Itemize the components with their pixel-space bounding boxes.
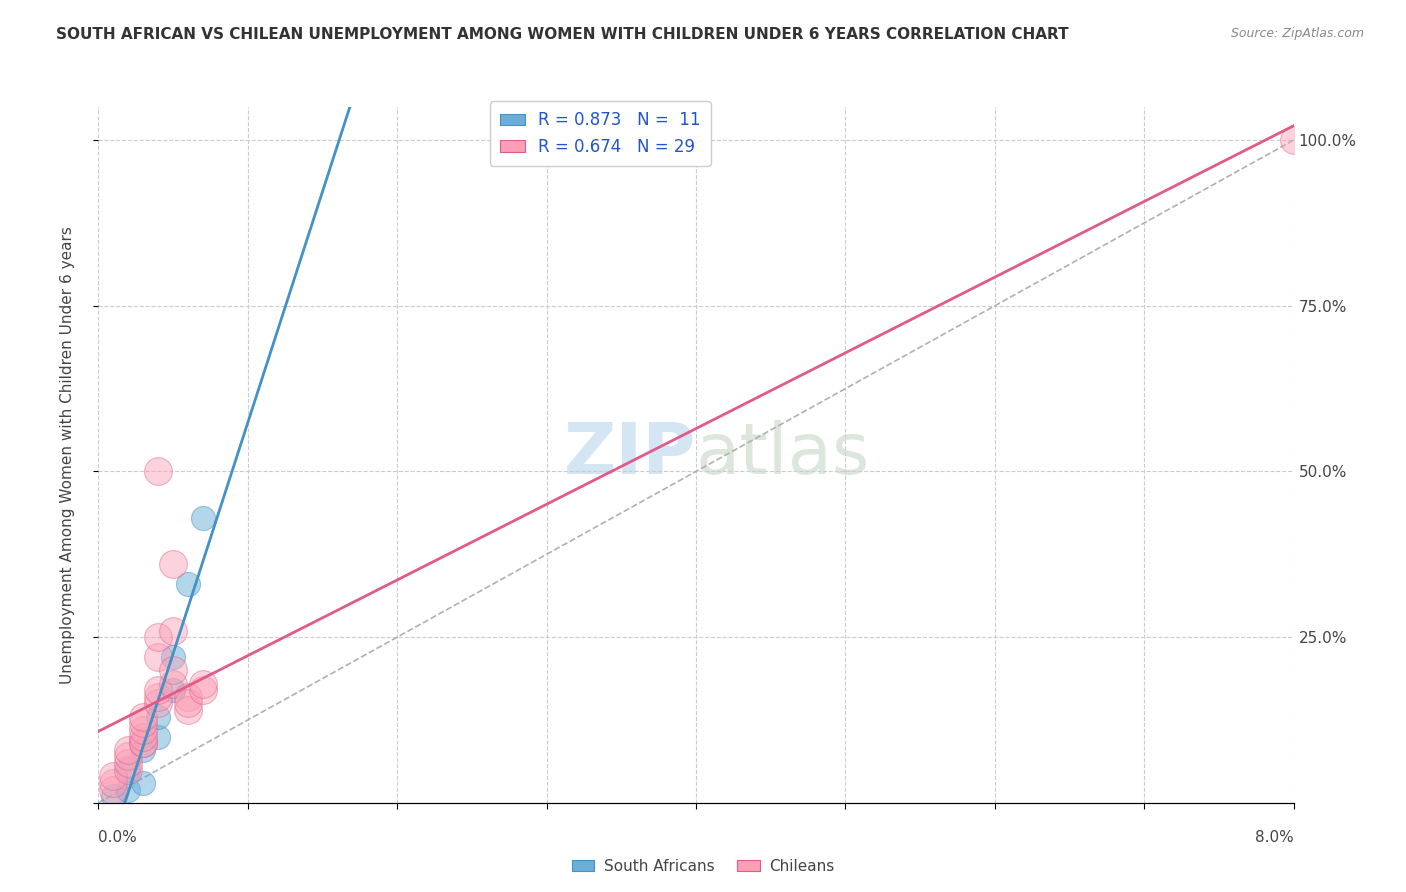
Point xyxy=(132,716,155,731)
Y-axis label: Unemployment Among Women with Children Under 6 years: Unemployment Among Women with Children U… xyxy=(60,226,75,684)
Point xyxy=(132,723,155,737)
Point xyxy=(117,763,139,777)
Text: ZIP: ZIP xyxy=(564,420,696,490)
Point xyxy=(132,736,155,750)
Legend: R = 0.873   N =  11, R = 0.674   N = 29: R = 0.873 N = 11, R = 0.674 N = 29 xyxy=(489,102,711,166)
Point xyxy=(191,676,214,690)
Point xyxy=(162,558,184,572)
Point xyxy=(148,697,170,711)
Point xyxy=(162,676,184,690)
Point xyxy=(132,709,155,723)
Legend: South Africans, Chileans: South Africans, Chileans xyxy=(565,853,841,880)
Point xyxy=(132,730,155,744)
Point xyxy=(117,743,139,757)
Point xyxy=(162,663,184,677)
Point xyxy=(117,763,139,777)
Point xyxy=(148,650,170,665)
Point xyxy=(191,511,214,525)
Point xyxy=(117,756,139,770)
Text: Source: ZipAtlas.com: Source: ZipAtlas.com xyxy=(1230,27,1364,40)
Text: 8.0%: 8.0% xyxy=(1254,830,1294,845)
Point xyxy=(117,749,139,764)
Point xyxy=(103,769,125,783)
Point xyxy=(103,789,125,804)
Point xyxy=(162,683,184,698)
Point xyxy=(1282,133,1305,147)
Point xyxy=(177,697,200,711)
Point xyxy=(117,782,139,797)
Point xyxy=(148,690,170,704)
Point xyxy=(103,782,125,797)
Text: 0.0%: 0.0% xyxy=(98,830,138,845)
Point xyxy=(177,703,200,717)
Point xyxy=(177,690,200,704)
Point xyxy=(148,683,170,698)
Point xyxy=(148,730,170,744)
Point xyxy=(177,577,200,591)
Point xyxy=(162,624,184,638)
Point xyxy=(103,776,125,790)
Point xyxy=(132,743,155,757)
Point xyxy=(132,776,155,790)
Point xyxy=(148,465,170,479)
Point xyxy=(162,650,184,665)
Point xyxy=(148,709,170,723)
Point xyxy=(191,683,214,698)
Point xyxy=(132,736,155,750)
Point xyxy=(148,630,170,644)
Text: SOUTH AFRICAN VS CHILEAN UNEMPLOYMENT AMONG WOMEN WITH CHILDREN UNDER 6 YEARS CO: SOUTH AFRICAN VS CHILEAN UNEMPLOYMENT AM… xyxy=(56,27,1069,42)
Text: atlas: atlas xyxy=(696,420,870,490)
